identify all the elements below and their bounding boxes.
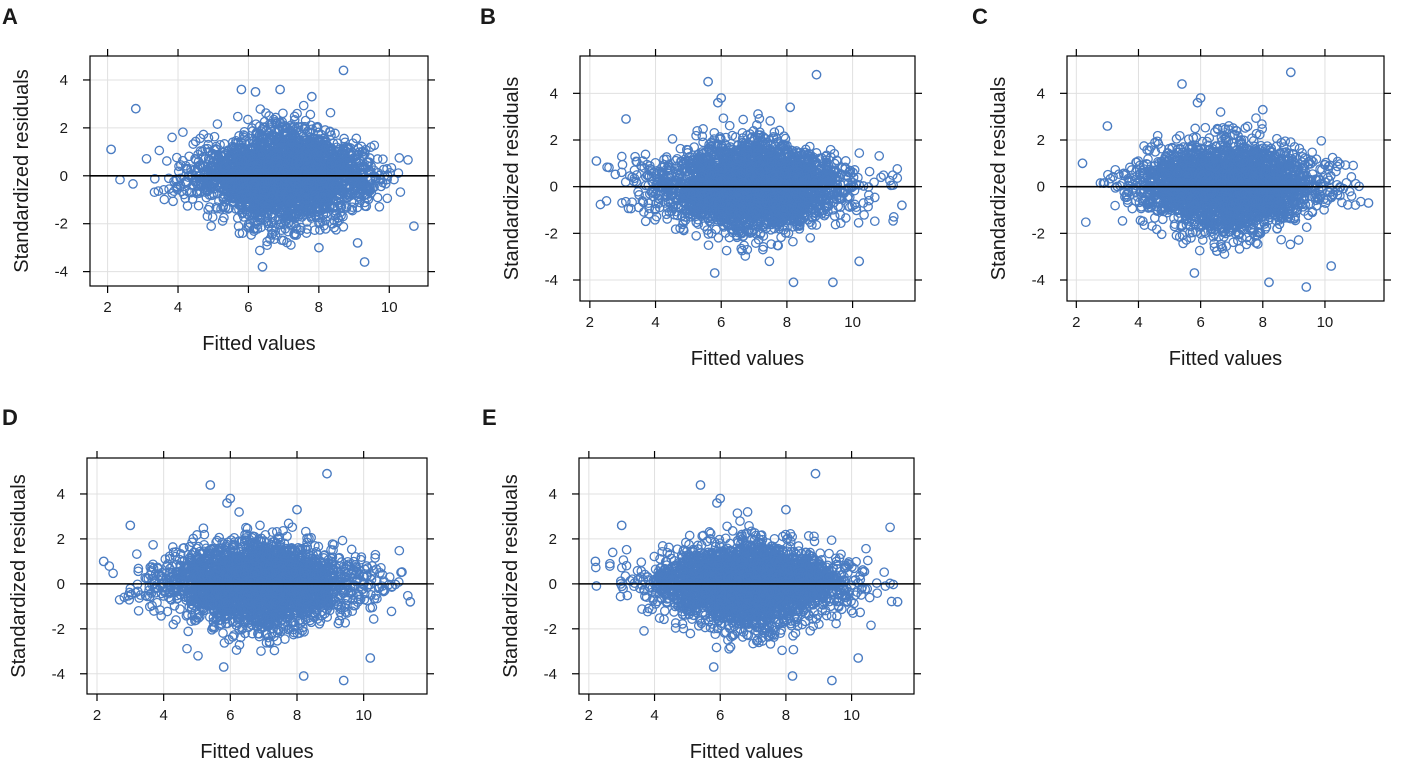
y-tick-label: 0	[60, 168, 68, 185]
data-point	[864, 166, 875, 177]
data-point	[703, 240, 714, 251]
data-point	[182, 201, 193, 211]
data-point	[159, 194, 170, 205]
data-point	[403, 155, 413, 165]
data-point	[207, 212, 218, 222]
data-point	[154, 145, 165, 156]
outlier-point	[106, 144, 117, 155]
data-point	[168, 196, 178, 207]
data-point	[805, 232, 816, 243]
panel-a: A 2 4 6 8 10 -4 -2 0 2 4 Fitted values Standardized …	[2, 4, 435, 355]
outlier-point	[359, 257, 370, 267]
data-point	[724, 120, 735, 131]
outlier-point	[306, 91, 317, 102]
data-point	[692, 125, 703, 136]
outlier-point	[408, 221, 419, 232]
data-point	[869, 216, 880, 227]
panel-letter: A	[2, 4, 18, 29]
data-point	[115, 174, 125, 185]
data-point	[201, 192, 212, 203]
data-point	[309, 225, 320, 236]
x-tick-label: 4	[174, 299, 182, 316]
data-point	[305, 109, 316, 120]
data-point	[395, 187, 406, 197]
outlier-point	[236, 84, 247, 95]
x-tick-label: 10	[381, 299, 398, 316]
y-axis-title: Standardized residuals	[11, 69, 33, 272]
data-point	[854, 148, 865, 158]
x-axis-title: Fitted values	[202, 333, 315, 355]
data-point	[202, 211, 213, 222]
data-point	[141, 153, 152, 164]
data-point	[219, 212, 229, 223]
data-point	[209, 131, 220, 142]
y-tick-label: -2	[55, 216, 68, 233]
data-point	[167, 132, 177, 143]
data-point	[667, 134, 678, 144]
data-point	[223, 204, 234, 214]
data-point	[178, 127, 188, 138]
data-point	[378, 154, 388, 165]
data-point	[853, 217, 864, 228]
outlier-point	[257, 261, 268, 272]
data-point	[616, 151, 627, 162]
x-tick-label: 2	[103, 299, 111, 316]
x-tick-label: 6	[244, 299, 252, 316]
outlier-point	[352, 237, 363, 248]
panel-letter: B	[480, 4, 496, 29]
data-point	[339, 133, 349, 144]
data-point	[347, 202, 358, 213]
data-point	[298, 100, 309, 111]
data-point	[765, 116, 776, 126]
data-points	[591, 69, 907, 288]
data-point	[212, 119, 223, 129]
data-point	[859, 210, 869, 220]
outlier-point	[250, 87, 261, 97]
data-point	[374, 201, 385, 212]
data-point	[262, 240, 272, 251]
data-point	[788, 236, 798, 247]
x-tick-label: 8	[315, 299, 323, 316]
y-tick-label: 2	[60, 120, 68, 137]
data-point	[161, 156, 172, 166]
data-points	[106, 65, 419, 272]
outlier-point	[130, 103, 141, 114]
data-point	[243, 114, 253, 125]
data-point	[289, 111, 300, 122]
data-point	[206, 221, 217, 231]
data-point	[394, 153, 405, 163]
data-point	[232, 111, 243, 122]
data-point	[341, 203, 352, 213]
y-tick-label: 4	[60, 72, 68, 89]
data-point	[193, 200, 204, 211]
data-point	[171, 152, 182, 163]
data-point	[254, 245, 265, 256]
data-point	[158, 184, 169, 195]
data-point	[292, 108, 302, 119]
data-point	[153, 186, 164, 196]
data-point	[128, 179, 138, 189]
outlier-point	[338, 65, 349, 76]
data-point	[325, 107, 336, 118]
data-point	[163, 173, 174, 184]
data-point	[382, 193, 393, 204]
data-point	[351, 133, 362, 144]
data-point	[188, 139, 199, 149]
data-point	[738, 114, 749, 125]
data-point	[718, 113, 729, 124]
data-point	[301, 228, 312, 238]
data-point	[263, 221, 274, 231]
outlier-point	[275, 84, 285, 95]
data-point	[315, 225, 325, 235]
y-tick-label: -4	[55, 264, 68, 281]
data-point	[830, 219, 841, 230]
